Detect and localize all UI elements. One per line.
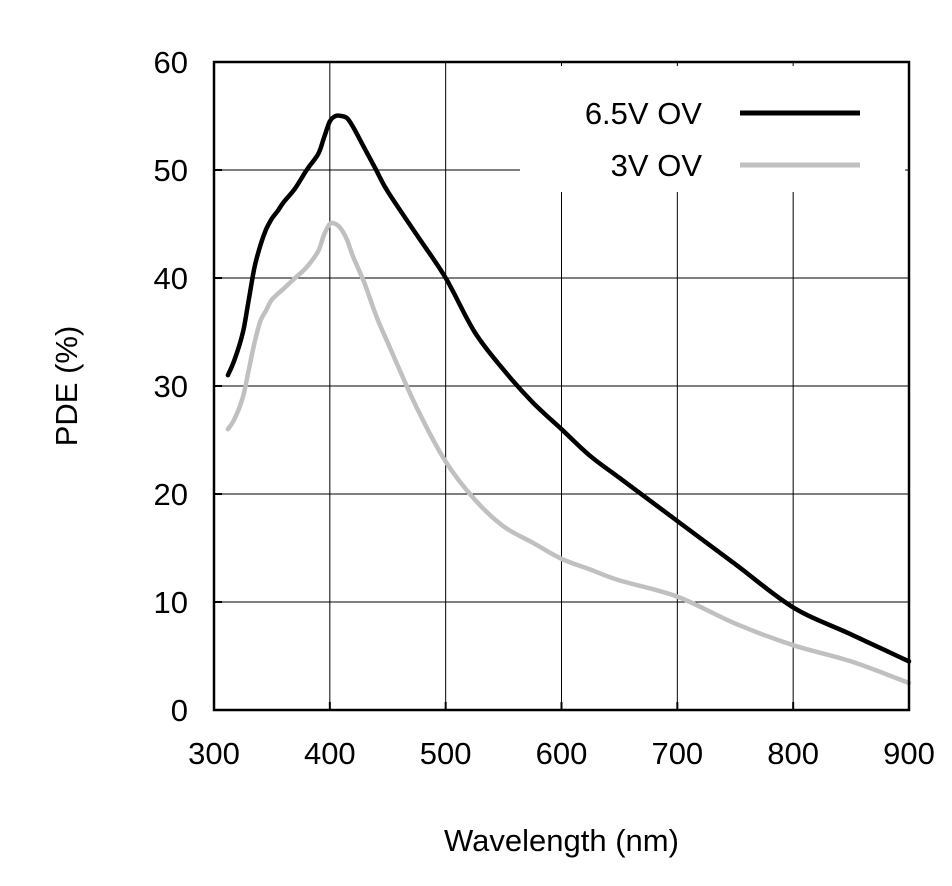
- x-tick-label: 600: [536, 736, 588, 771]
- series-line-3v-ov: [225, 220, 912, 686]
- series-line-6-5v-ov: [225, 113, 912, 664]
- x-tick-label: 400: [304, 736, 356, 771]
- y-tick-label: 40: [154, 261, 188, 296]
- y-tick-label: 30: [154, 369, 188, 404]
- x-tick-label: 900: [883, 736, 935, 771]
- x-axis-title: Wavelength (nm): [444, 823, 679, 858]
- x-tick-label: 700: [651, 736, 703, 771]
- x-tick-label: 300: [188, 736, 240, 771]
- x-tick-label: 800: [767, 736, 819, 771]
- y-tick-label: 50: [154, 153, 188, 188]
- x-tick-label: 500: [420, 736, 472, 771]
- legend-background: [520, 66, 905, 192]
- axis-ticks: 300 400 500 600 700 800 900 0 10 20 30 40 50 60: [154, 45, 935, 771]
- y-tick-label: 10: [154, 585, 188, 620]
- y-tick-label: 0: [171, 693, 188, 728]
- y-axis-title: PDE (%): [49, 326, 84, 447]
- series-lines: [225, 113, 912, 686]
- legend-label: 3V OV: [611, 148, 703, 183]
- legend-label: 6.5V OV: [585, 96, 702, 131]
- legend: 6.5V OV 3V OV: [520, 66, 905, 192]
- y-tick-label: 60: [154, 45, 188, 80]
- y-tick-label: 20: [154, 477, 188, 512]
